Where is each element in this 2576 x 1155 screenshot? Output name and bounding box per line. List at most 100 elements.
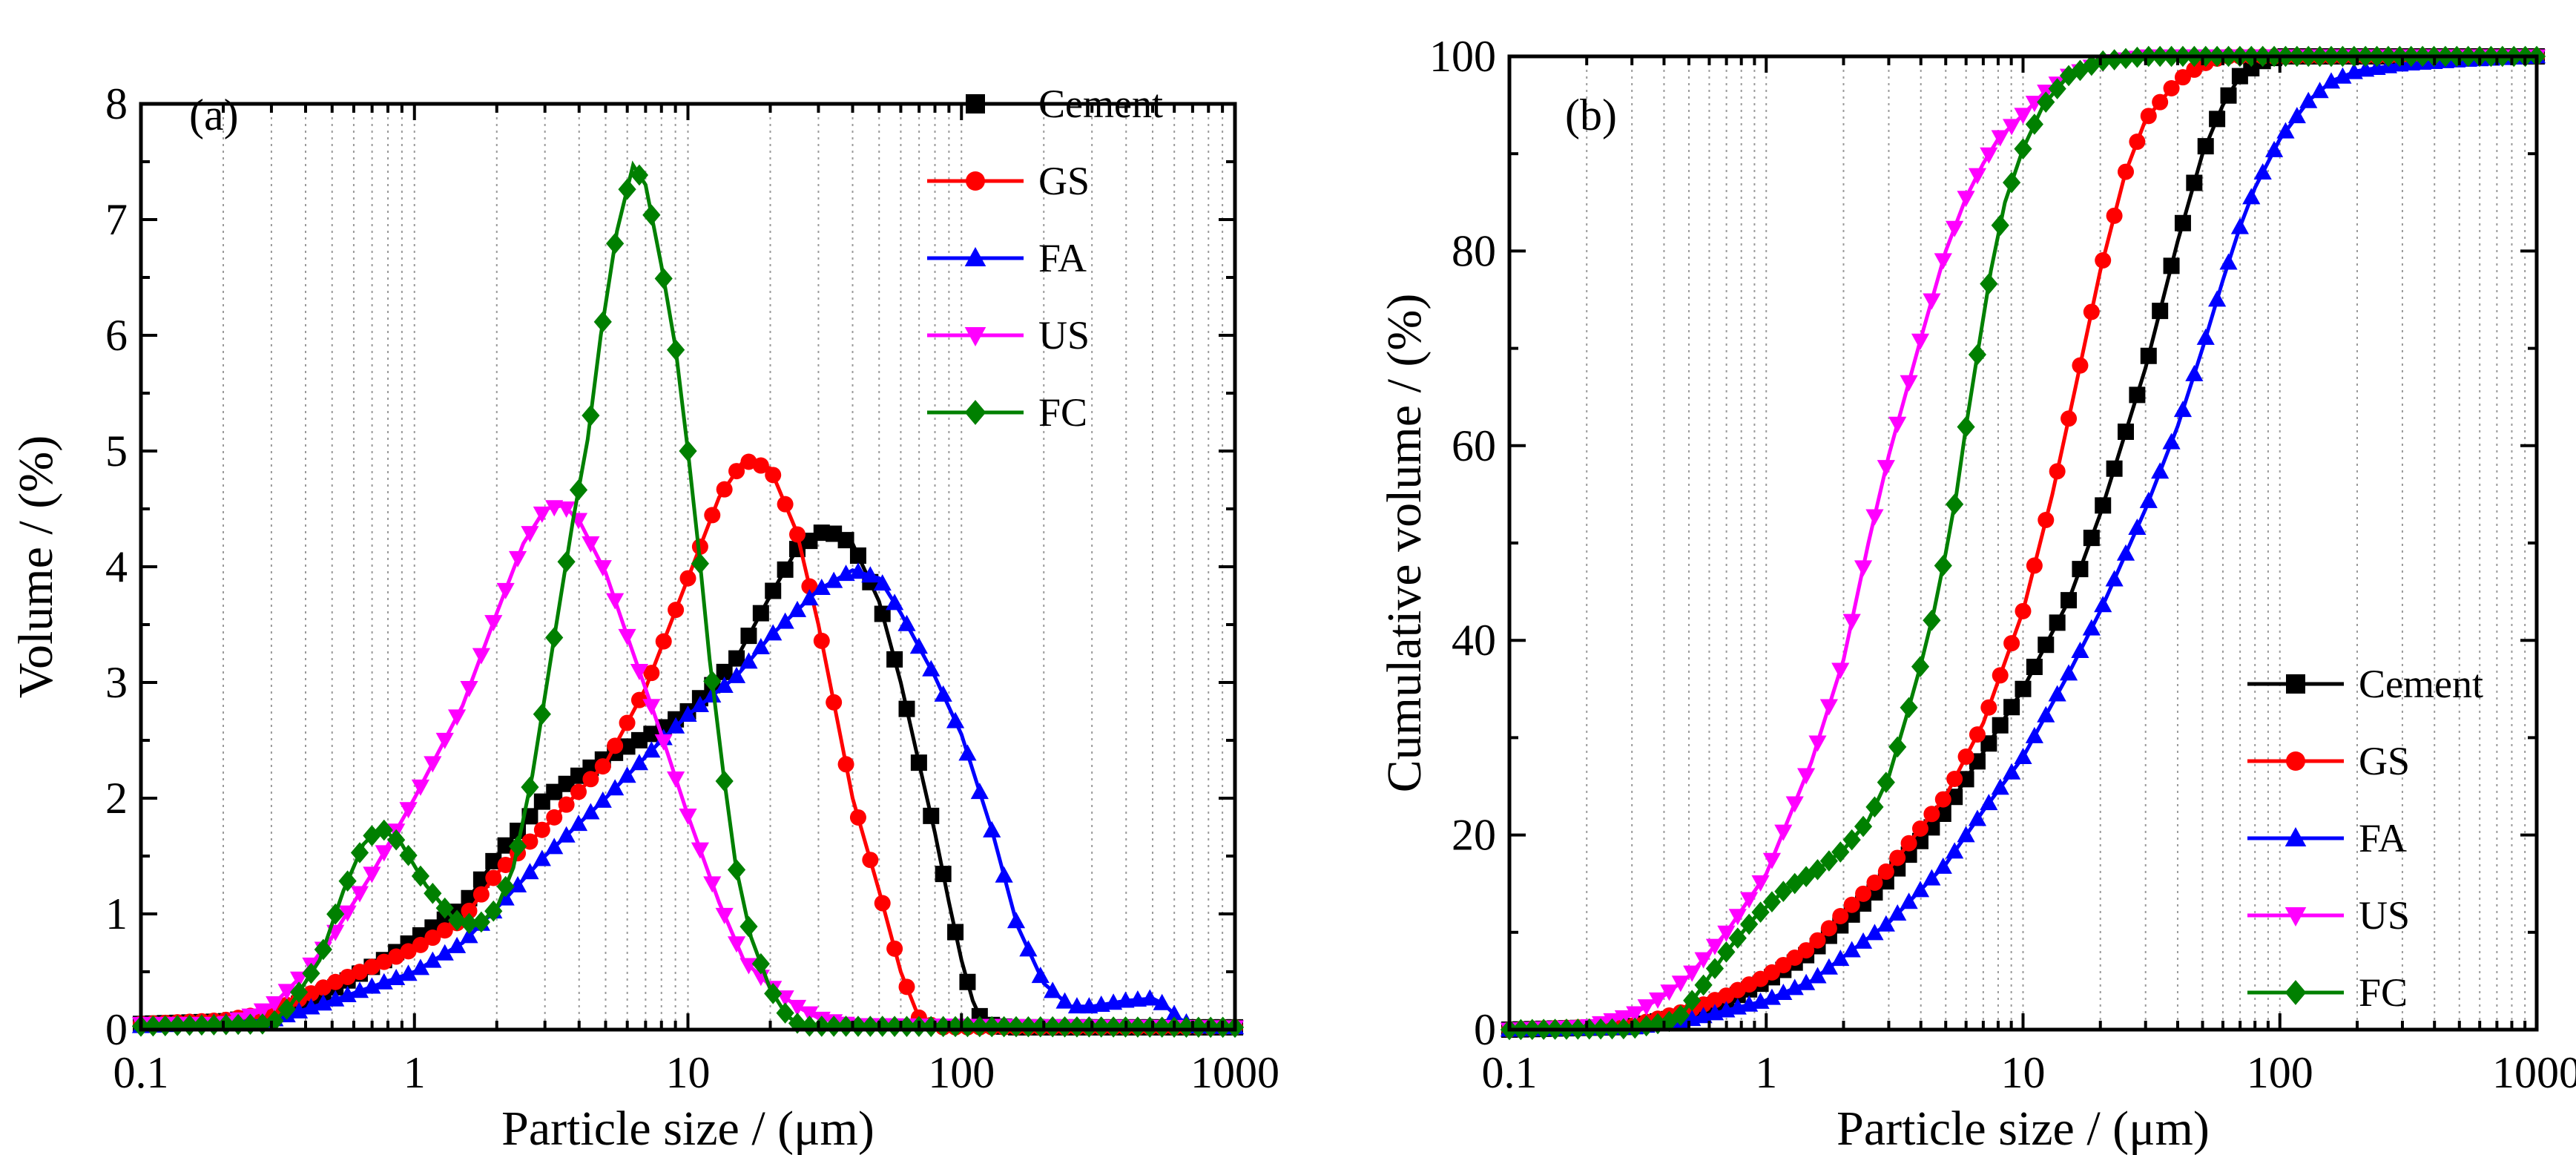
data-point bbox=[2026, 557, 2043, 574]
data-point bbox=[1888, 904, 1907, 921]
data-point bbox=[983, 1016, 1001, 1038]
data-point bbox=[716, 663, 733, 680]
data-point bbox=[363, 866, 381, 883]
data-point bbox=[350, 981, 369, 998]
data-point bbox=[2196, 328, 2215, 345]
data-point bbox=[557, 826, 576, 843]
data-point bbox=[2118, 424, 2134, 441]
data-point bbox=[776, 1002, 794, 1024]
data-point bbox=[1153, 993, 1171, 1010]
legend-marker bbox=[2286, 751, 2305, 771]
data-point bbox=[1900, 835, 1917, 852]
data-point bbox=[1877, 915, 1895, 932]
data-point bbox=[2333, 67, 2352, 84]
data-point bbox=[411, 865, 430, 887]
data-point bbox=[2038, 636, 2055, 654]
data-point bbox=[2015, 602, 2032, 619]
data-point bbox=[739, 915, 758, 938]
data-point bbox=[1992, 667, 2009, 684]
data-point bbox=[350, 886, 369, 903]
data-point bbox=[1694, 952, 1713, 969]
data-point bbox=[289, 981, 309, 1003]
data-point bbox=[1080, 1016, 1098, 1038]
data-point bbox=[2140, 108, 2157, 125]
data-point bbox=[800, 589, 819, 606]
data-point bbox=[740, 628, 757, 645]
legend-label: GS bbox=[1038, 159, 1090, 203]
data-point bbox=[752, 605, 769, 622]
y-tick-label: 0 bbox=[105, 1005, 128, 1054]
data-point bbox=[654, 734, 673, 751]
data-point bbox=[2253, 162, 2272, 180]
data-point bbox=[2094, 596, 2112, 613]
data-point bbox=[1044, 981, 1062, 998]
data-point bbox=[1911, 881, 1930, 898]
data-point bbox=[667, 339, 685, 361]
data-point bbox=[716, 481, 733, 498]
data-point bbox=[2186, 174, 2203, 191]
data-point bbox=[630, 754, 649, 771]
data-point bbox=[898, 700, 915, 717]
data-point bbox=[2264, 140, 2284, 157]
data-point bbox=[1683, 990, 1702, 1012]
data-point bbox=[1809, 932, 1826, 949]
y-tick-label: 80 bbox=[1452, 226, 1496, 275]
data-point bbox=[350, 842, 369, 863]
series-fa bbox=[1500, 47, 2546, 1037]
data-point bbox=[2106, 207, 2123, 224]
data-point bbox=[2220, 87, 2237, 104]
panel-a-chart: 0.1 1 10 100 1000 0 1 2 3 4 5 6 7 8 Particle size / (μ… bbox=[9, 79, 1279, 1155]
series-line-us bbox=[1509, 54, 2537, 1032]
data-point bbox=[642, 699, 661, 716]
data-point bbox=[545, 627, 564, 648]
data-point bbox=[1808, 967, 1827, 984]
data-point bbox=[1934, 555, 1952, 576]
data-point bbox=[1900, 697, 1918, 719]
data-point bbox=[594, 758, 611, 775]
data-point bbox=[2106, 460, 2123, 477]
data-point bbox=[1808, 859, 1827, 881]
y-tick-label: 1 bbox=[105, 889, 128, 938]
data-point bbox=[411, 779, 430, 796]
data-point bbox=[1819, 699, 1838, 716]
data-point bbox=[2105, 570, 2124, 587]
data-point bbox=[497, 856, 514, 873]
data-point bbox=[302, 962, 320, 984]
data-point bbox=[582, 803, 600, 820]
data-point bbox=[1007, 1016, 1026, 1038]
data-point bbox=[1877, 460, 1895, 477]
data-point bbox=[400, 943, 417, 960]
x-tick-label: 100 bbox=[2247, 1048, 2313, 1097]
data-point bbox=[1648, 992, 1667, 1009]
data-point bbox=[886, 593, 904, 611]
data-point bbox=[886, 940, 903, 957]
data-point bbox=[2118, 163, 2134, 180]
data-point bbox=[424, 951, 442, 968]
data-point bbox=[411, 958, 430, 975]
data-point bbox=[1683, 965, 1702, 982]
data-point bbox=[484, 615, 503, 632]
data-point bbox=[1912, 820, 1928, 838]
data-point bbox=[2026, 658, 2043, 675]
data-point bbox=[1877, 863, 1894, 881]
legend-label: US bbox=[1038, 313, 1090, 358]
data-point bbox=[2322, 72, 2341, 89]
y-axis-title: Volume / (%) bbox=[9, 435, 63, 698]
data-point bbox=[1980, 794, 1998, 811]
data-point bbox=[593, 791, 612, 808]
legend-marker bbox=[964, 247, 986, 267]
data-point bbox=[1031, 967, 1050, 984]
ticks bbox=[139, 102, 1236, 1031]
data-point bbox=[1854, 815, 1873, 838]
data-point bbox=[1808, 735, 1827, 752]
data-point bbox=[2219, 253, 2238, 270]
data-point bbox=[593, 311, 612, 333]
y-tick-label: 100 bbox=[1429, 32, 1496, 81]
ticks bbox=[1508, 55, 2538, 1031]
data-point bbox=[2014, 747, 2032, 764]
data-point bbox=[1900, 892, 1918, 909]
data-point bbox=[461, 902, 478, 919]
legend-marker bbox=[964, 326, 986, 346]
data-point bbox=[2083, 530, 2100, 547]
data-point bbox=[521, 863, 539, 880]
